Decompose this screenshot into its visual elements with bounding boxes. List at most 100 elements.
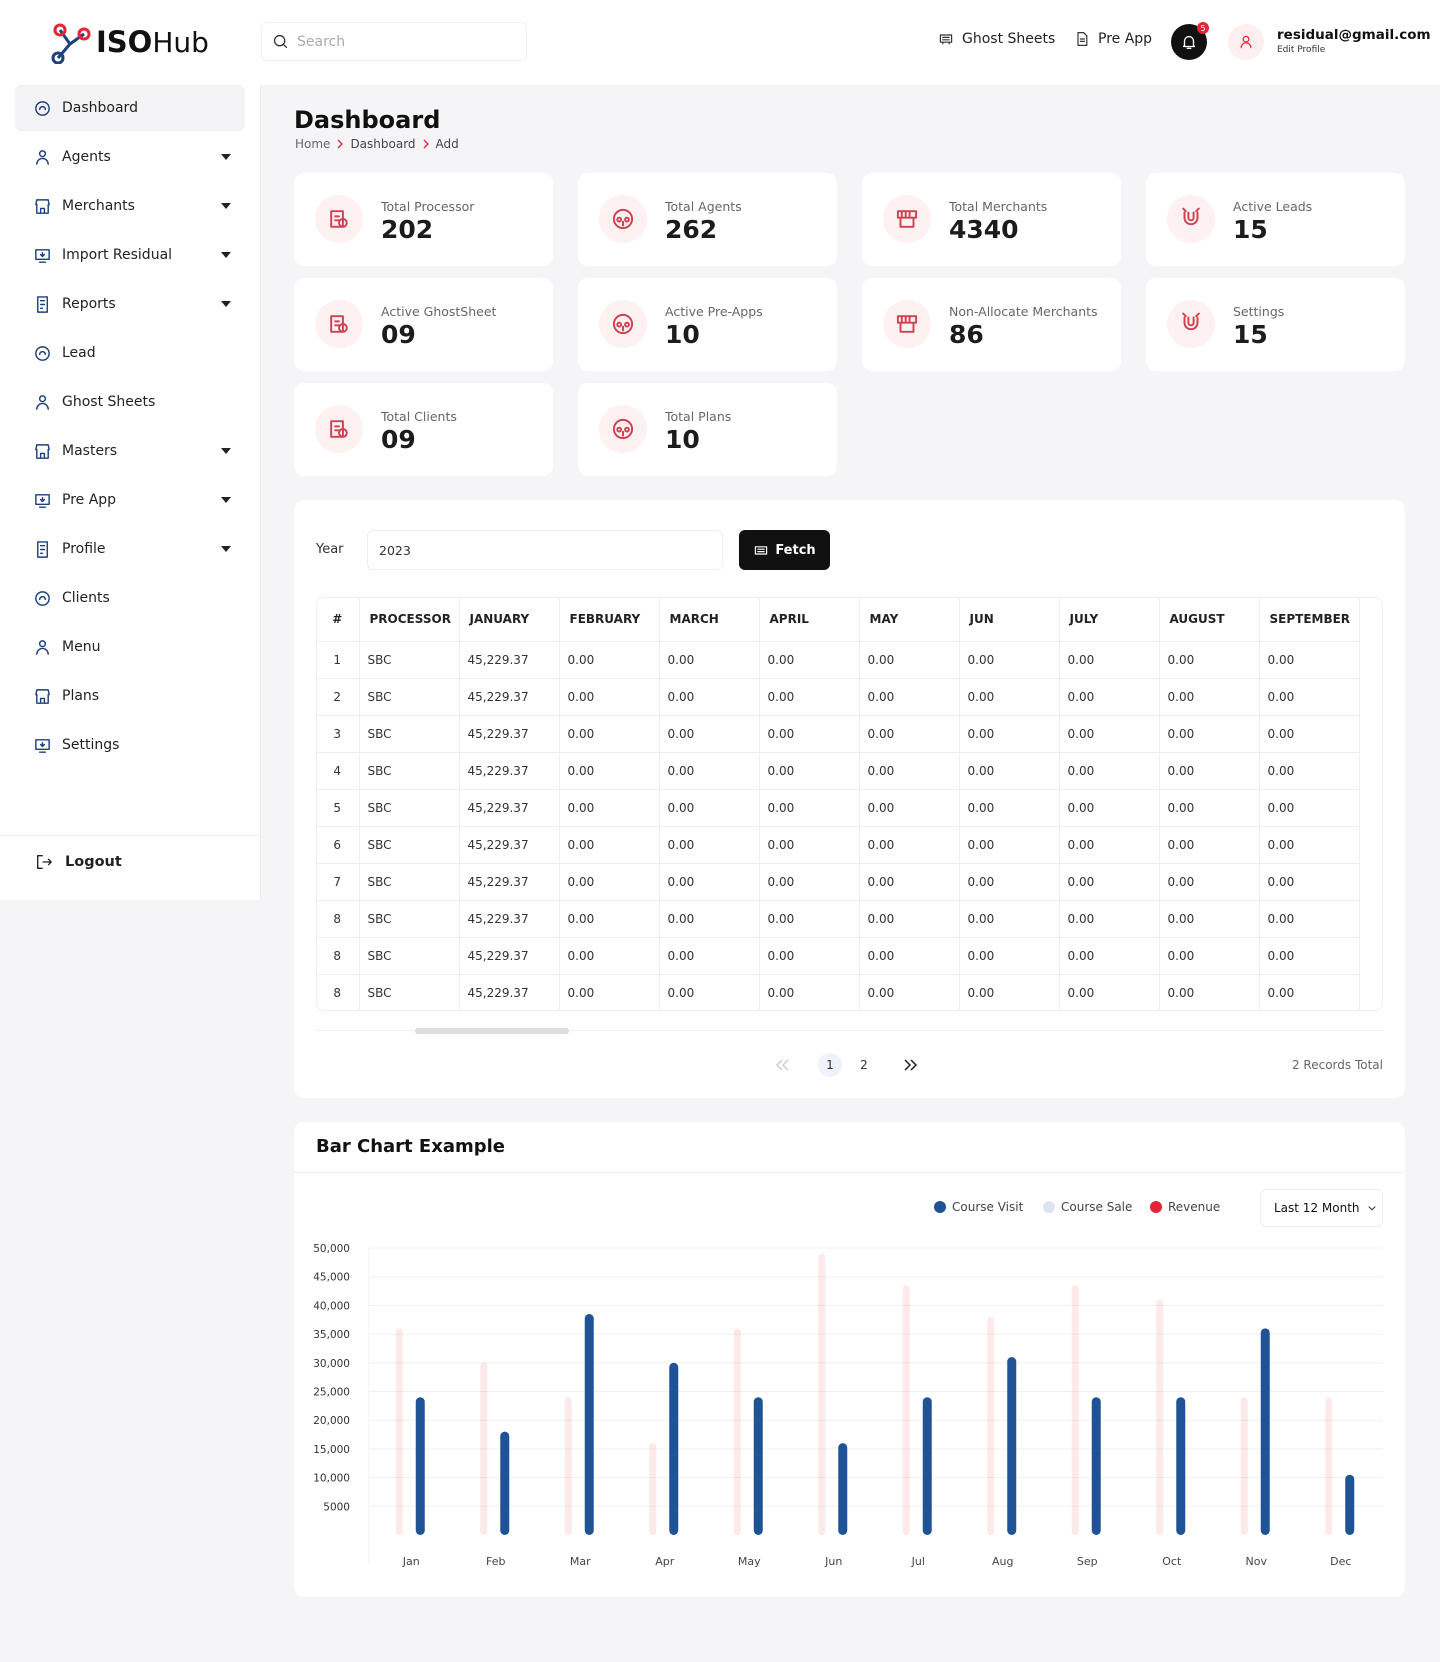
stat-value: 09 (381, 425, 416, 454)
stat-card[interactable]: Total Processor 202 (294, 173, 553, 266)
scroll-thumb[interactable] (415, 1028, 569, 1034)
nav-item[interactable]: Menu (15, 624, 245, 670)
table-cell: 0.00 (1259, 863, 1360, 901)
stat-card[interactable]: Active GhostSheet 09 (294, 278, 553, 371)
nav-item[interactable]: Settings (15, 722, 245, 768)
bar (584, 1314, 594, 1535)
table-cell: 0.00 (1259, 937, 1360, 975)
stat-card[interactable]: Non-Allocate Merchants 86 (862, 278, 1121, 371)
icon-shape (612, 313, 634, 335)
breadcrumb-item[interactable]: Dashboard (350, 137, 416, 151)
stat-card[interactable]: Active Pre-Apps 10 (578, 278, 837, 371)
table-cell: 3 (317, 715, 360, 753)
nav-label: Masters (62, 443, 118, 459)
icon-shape (755, 546, 768, 555)
legend-swatch (934, 1201, 946, 1213)
table-cell: SBC (359, 826, 460, 864)
nav-label: Ghost Sheets (62, 394, 156, 410)
nav-item[interactable]: Profile (15, 526, 245, 572)
page-prev[interactable] (773, 1058, 791, 1072)
legend-item[interactable]: Revenue (1150, 1200, 1220, 1214)
table-cell: 0.00 (959, 937, 1060, 975)
icon-shape (35, 688, 50, 704)
icon (37, 540, 48, 558)
header-row: # PROCESSOR JANUARY FEBRUARY MARCH APRIL MAY JU… (317, 598, 1360, 642)
stat-card[interactable]: Total Agents 262 (578, 173, 837, 266)
stat-card[interactable]: Active Leads 15 (1146, 173, 1405, 266)
stat-value: 202 (381, 215, 434, 244)
search-box[interactable]: Search (261, 22, 527, 61)
table-cell: 0.00 (559, 789, 660, 827)
nav-item[interactable]: Pre App (15, 477, 245, 523)
table-cell: 0.00 (759, 937, 860, 975)
table-cell: SBC (359, 937, 460, 975)
user-email[interactable]: residual@gmail.com (1277, 27, 1431, 43)
table-cell: 0.00 (1259, 789, 1360, 827)
stat-value: 09 (381, 320, 416, 349)
icon (273, 34, 288, 49)
stat-card[interactable]: Total Merchants 4340 (862, 173, 1121, 266)
nav-item[interactable]: Lead (15, 330, 245, 376)
nav-label: Clients (62, 590, 110, 606)
logout[interactable]: Logout (35, 853, 122, 871)
icon-shape (35, 738, 50, 753)
nav-item[interactable]: Import Residual (15, 232, 245, 278)
icon (1077, 32, 1088, 46)
y-tick-label: 35,000 (313, 1329, 350, 1341)
notification-button[interactable]: 5 (1171, 22, 1209, 60)
logo[interactable]: ISO Hub (50, 22, 209, 64)
chevron (775, 1059, 789, 1071)
page-number[interactable]: 2 (860, 1058, 868, 1072)
stat-icon (315, 300, 363, 348)
fetch-button[interactable]: Fetch (739, 530, 830, 570)
breadcrumb-item[interactable]: Add (435, 137, 459, 151)
bar (564, 1397, 572, 1535)
nav-item[interactable]: Dashboard (15, 85, 245, 131)
page-number[interactable]: 1 (818, 1053, 842, 1077)
table-cell: 7 (317, 863, 360, 901)
table-cell: 0.00 (1059, 641, 1160, 679)
header-link[interactable]: Ghost Sheets (938, 31, 1055, 47)
stat-card[interactable]: Total Clients 09 (294, 383, 553, 476)
table-cell: 0.00 (659, 974, 760, 1010)
year-input[interactable]: 2023 (367, 530, 723, 570)
nav-item[interactable]: Merchants (15, 183, 245, 229)
icon (330, 210, 348, 228)
user-action[interactable]: Edit Profile (1277, 45, 1326, 55)
icon (330, 315, 348, 333)
range-select[interactable]: Last 12 Month (1260, 1189, 1383, 1227)
chart-title: Bar Chart Example (316, 1136, 505, 1157)
chevron (423, 139, 429, 149)
breadcrumb-item[interactable]: Home (295, 137, 331, 151)
stat-card[interactable]: Total Plans 10 (578, 383, 837, 476)
nav-item[interactable]: Agents (15, 134, 245, 180)
column-header: APRIL (759, 598, 860, 642)
nav-item[interactable]: Masters (15, 428, 245, 474)
header-link[interactable]: Pre App (1074, 31, 1152, 47)
stat-value: 10 (665, 320, 700, 349)
table-cell: 0.00 (859, 715, 960, 753)
legend-item[interactable]: Course Visit (934, 1200, 1023, 1214)
bar (1156, 1299, 1164, 1535)
x-tick-label: Nov (1246, 1555, 1268, 1568)
icon (1182, 207, 1200, 226)
y-tick-label: 50,000 (313, 1243, 350, 1255)
table-cell: 0.00 (559, 937, 660, 975)
stat-card[interactable]: Settings 15 (1146, 278, 1405, 371)
legend-item[interactable]: Course Sale (1043, 1200, 1132, 1214)
table-cell: 0.00 (1059, 826, 1160, 864)
nav-item[interactable]: Ghost Sheets (15, 379, 245, 425)
nav-item[interactable]: Reports (15, 281, 245, 327)
icon-shape (36, 394, 49, 410)
bar (1325, 1397, 1333, 1535)
nav-item[interactable]: Plans (15, 673, 245, 719)
table-cell: 0.00 (1159, 826, 1260, 864)
page-next[interactable] (902, 1058, 920, 1072)
nav-item[interactable]: Clients (15, 575, 245, 621)
table-cell: 0.00 (959, 863, 1060, 901)
table-cell: 45,229.37 (459, 752, 560, 790)
nav-label: Plans (62, 688, 100, 704)
avatar[interactable] (1228, 24, 1264, 60)
x-tick-label: Dec (1330, 1555, 1351, 1568)
y-tick-label: 20,000 (313, 1415, 350, 1427)
